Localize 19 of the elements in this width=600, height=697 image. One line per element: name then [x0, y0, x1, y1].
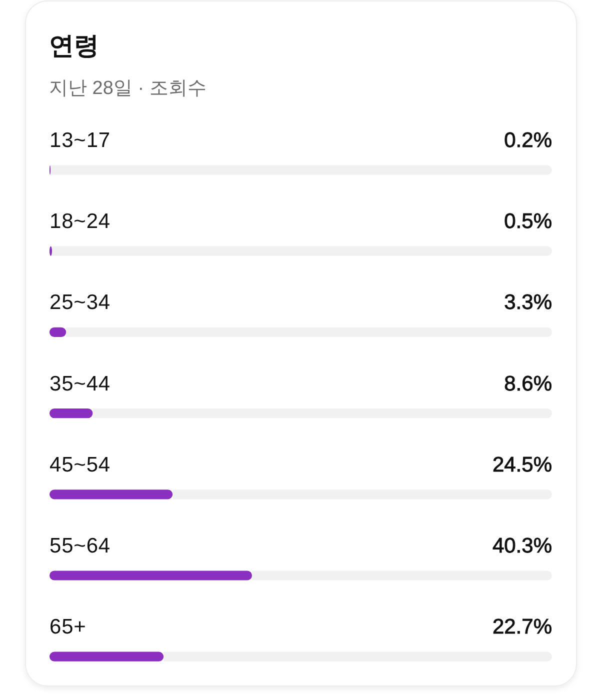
bar	[50, 652, 164, 662]
y-tick-label: 35~44	[50, 372, 110, 396]
data-label: 8.6%	[504, 372, 552, 396]
bar	[50, 408, 93, 418]
y-tick-label: 65+	[50, 616, 86, 639]
chart-title: 연령	[49, 32, 99, 60]
data-label: 3.3%	[504, 291, 552, 314]
y-tick-label: 55~64	[50, 534, 110, 558]
y-tick-label: 45~54	[50, 453, 110, 476]
data-label: 22.7%	[492, 616, 552, 639]
bar	[50, 490, 173, 500]
y-tick-label: 13~17	[50, 129, 110, 152]
data-label: 40.3%	[492, 534, 552, 558]
data-label: 0.2%	[504, 129, 552, 152]
chart-subtitle: 지난 28일 · 조회수	[49, 78, 206, 99]
data-label: 0.5%	[504, 210, 552, 234]
y-tick-label: 25~34	[50, 291, 110, 314]
y-tick-label: 18~24	[50, 210, 110, 234]
data-label: 24.5%	[492, 453, 552, 476]
